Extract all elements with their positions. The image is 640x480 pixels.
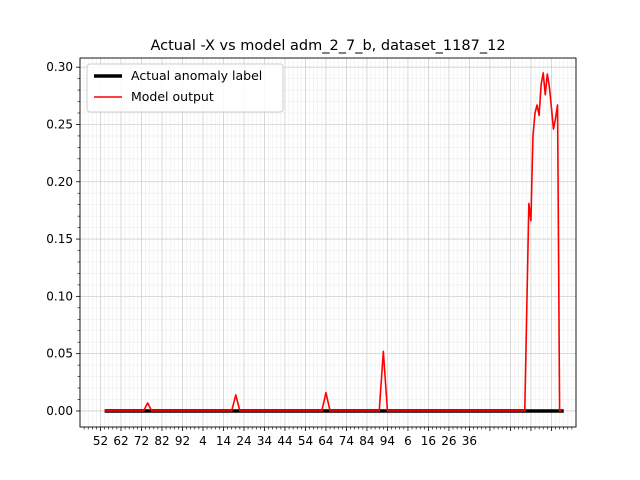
- x-tick-label: 52: [93, 434, 108, 448]
- y-tick-label: 0.20: [46, 175, 73, 189]
- legend-box: [86, 63, 284, 113]
- x-tick-label: 92: [175, 434, 190, 448]
- x-tick-label: 44: [277, 434, 292, 448]
- legend-label-model-output: Model output: [131, 89, 214, 104]
- y-tick-label: 0.15: [46, 232, 73, 246]
- series-layer: [104, 72, 564, 413]
- x-tick-label: 14: [216, 434, 231, 448]
- x-tick-label: 24: [236, 434, 251, 448]
- legend-label-actual-anomaly-label: Actual anomaly label: [131, 68, 262, 83]
- x-tick-label: 82: [154, 434, 169, 448]
- series-line-model-output: [104, 72, 562, 412]
- x-tick-label: 16: [421, 434, 436, 448]
- x-tick-label: 36: [462, 434, 477, 448]
- x-tick-label: 26: [441, 434, 456, 448]
- legend: Actual anomaly label Model output: [86, 63, 284, 113]
- x-tick-label: 94: [380, 434, 395, 448]
- x-tick-label: 54: [298, 434, 313, 448]
- axes-frame: [79, 57, 577, 428]
- x-tick-label: 64: [318, 434, 333, 448]
- chart-title: Actual -X vs model adm_2_7_b, dataset_11…: [150, 38, 505, 54]
- x-tick-label: 84: [359, 434, 374, 448]
- y-tick-label: 0.25: [46, 117, 73, 131]
- y-tick-label: 0.05: [46, 347, 73, 361]
- y-tick-label: 0.30: [46, 60, 73, 74]
- x-tick-label: 62: [113, 434, 128, 448]
- y-tick-label: 0.10: [46, 289, 73, 303]
- x-tick-label: 6: [404, 434, 412, 448]
- x-tick-label: 34: [257, 434, 272, 448]
- x-tick-label: 74: [339, 434, 354, 448]
- x-tick-label: 4: [199, 434, 207, 448]
- x-tick-label: 72: [134, 434, 149, 448]
- y-tick-label: 0.00: [46, 404, 73, 418]
